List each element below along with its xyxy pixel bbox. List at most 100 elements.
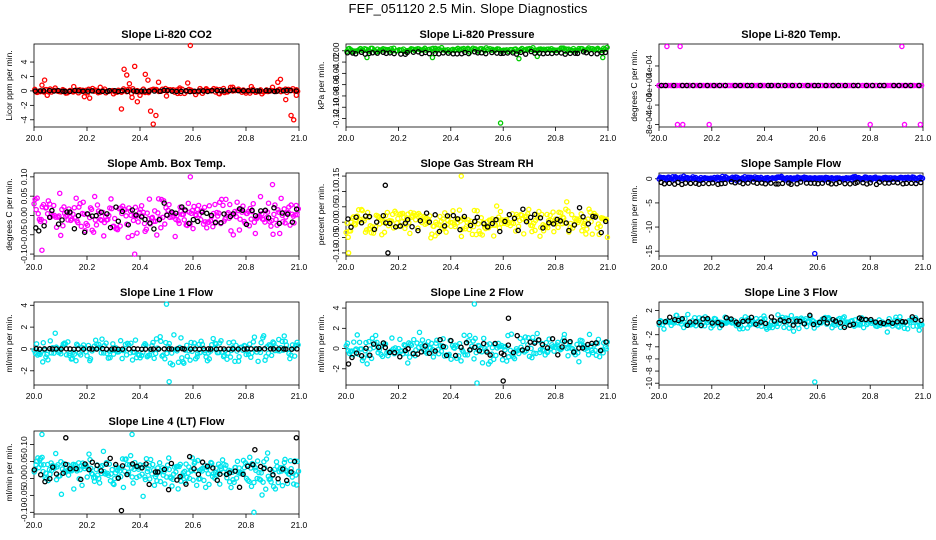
data-point-all (187, 42, 194, 49)
data-point-slope (522, 51, 529, 57)
data-point-slope (589, 340, 595, 347)
data-point-all (163, 301, 170, 307)
data-point-all (228, 228, 234, 234)
data-point-all (440, 216, 446, 222)
data-point-slope (567, 50, 574, 57)
data-point-slope (546, 220, 552, 226)
data-point-all (189, 455, 196, 461)
data-point-slope (93, 346, 100, 352)
data-point-slope (723, 315, 730, 321)
data-point-slope (583, 49, 590, 56)
data-point-all (252, 230, 259, 237)
data-point-all (597, 223, 604, 230)
data-point-all (111, 481, 117, 488)
data-point-all (555, 224, 561, 231)
chart-panel-p2: Slope Li-820 Pressure 20.0 20.2 20.4 20.6 20.… (316, 29, 617, 143)
y-tick-label: -0.08 (331, 86, 341, 106)
data-point-all (472, 335, 478, 342)
data-point-all (290, 117, 297, 123)
data-point-slope (740, 180, 746, 187)
data-point-all (486, 341, 493, 347)
y-tick-label: 0.15 (331, 168, 341, 185)
data-point-all (229, 469, 236, 476)
x-tick-label: 20.2 (390, 391, 407, 401)
data-point-slope (908, 82, 914, 89)
data-point-all (131, 63, 138, 70)
data-point-all (165, 455, 172, 461)
data-point-slope (693, 319, 699, 325)
data-point-slope (715, 319, 721, 326)
y-axis-label: Licor ppm per min. (4, 50, 14, 120)
data-point-all (584, 226, 590, 232)
data-point-all (529, 223, 536, 229)
data-point-slope (221, 211, 227, 217)
data-point-slope (510, 349, 517, 356)
plot-frame (658, 172, 924, 257)
data-point-all (294, 211, 300, 218)
data-point-slope (146, 481, 152, 488)
data-point-slope (98, 468, 104, 474)
data-point-all (223, 462, 229, 469)
data-point-all (144, 210, 150, 216)
data-point-all (134, 230, 140, 236)
x-tick-label: 20.0 (26, 520, 43, 530)
data-point-all (206, 356, 213, 362)
data-point-all (195, 202, 202, 209)
x-tick-label: 20.4 (132, 520, 149, 530)
data-point-all (184, 80, 191, 86)
data-point-all (230, 232, 237, 238)
data-point-all (437, 342, 444, 349)
data-point-all (250, 339, 257, 345)
x-tick-label: 20.6 (185, 133, 202, 143)
data-point-slope (349, 50, 356, 56)
y-axis-label: ml/min per min. (629, 314, 639, 372)
data-point-slope (78, 476, 84, 483)
data-point-slope (244, 463, 251, 470)
data-point-all (236, 227, 243, 233)
x-tick-label: 20.0 (651, 391, 668, 401)
data-point-all (131, 251, 138, 257)
data-point-slope (344, 50, 351, 56)
data-point-all (287, 457, 294, 464)
data-point-all (579, 338, 585, 344)
data-point-all (39, 359, 46, 365)
data-point-all (73, 195, 79, 201)
data-point-all (206, 203, 213, 209)
data-point-all (108, 471, 114, 477)
data-point-all (188, 339, 194, 346)
data-point-all (117, 223, 123, 229)
data-point-all (537, 347, 544, 353)
data-point-slope (151, 88, 158, 94)
y-tick-label: 0.10 (331, 183, 341, 200)
data-point-slope (836, 179, 843, 186)
data-point-all (281, 206, 287, 212)
data-point-all (65, 339, 71, 345)
data-point-slope (366, 213, 373, 220)
data-point-all (661, 326, 667, 332)
data-point-slope (771, 318, 778, 324)
data-point-all (293, 92, 300, 98)
data-points (31, 431, 302, 516)
data-point-slope (704, 82, 711, 89)
data-point-slope (531, 211, 538, 218)
data-point-all (512, 228, 519, 234)
data-point-all (142, 474, 148, 480)
data-point-all (128, 212, 134, 219)
data-point-all (508, 331, 515, 337)
data-point-all (395, 215, 401, 222)
data-point-slope (409, 223, 415, 230)
data-point-slope (256, 345, 263, 352)
data-point-slope (667, 314, 673, 320)
data-point-all (202, 219, 209, 225)
data-point-all (604, 234, 611, 241)
data-point-slope (891, 82, 897, 89)
data-point-all (428, 340, 435, 347)
data-point-all (219, 457, 226, 463)
chart-panel-p5: Slope Gas Stream RH 20.0 20.2 20.4 20.6 20.8 2… (316, 158, 617, 272)
y-tick-label: -0.05 (331, 228, 341, 248)
data-point-slope (716, 82, 723, 89)
data-point-slope (440, 343, 447, 350)
data-point-slope (191, 465, 197, 472)
data-point-all (71, 486, 77, 492)
data-point-all (706, 121, 712, 128)
